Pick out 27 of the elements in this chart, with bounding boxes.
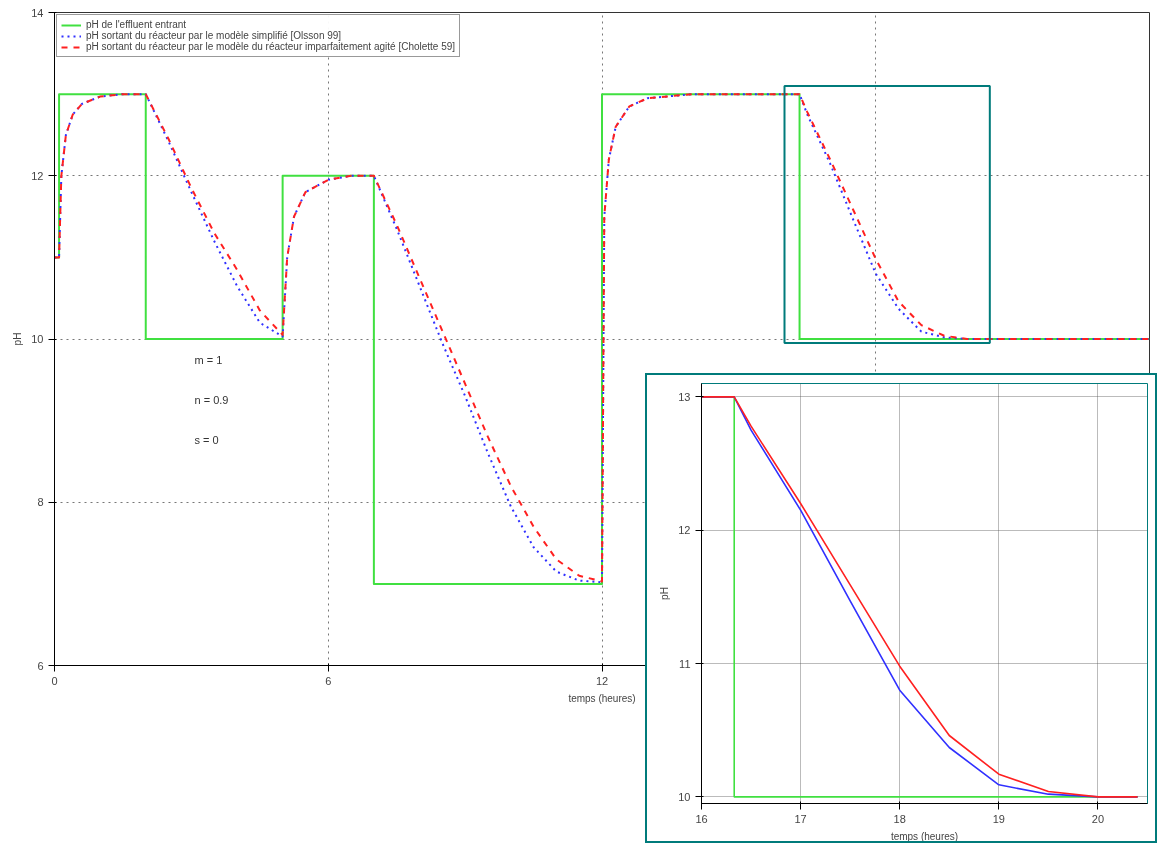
y-tick-label: 10 [31, 333, 44, 345]
x-tick-label: 19 [992, 812, 1005, 825]
legend-label: pH de l'effluent entrant [86, 19, 187, 30]
y-tick-label: 10 [678, 790, 691, 803]
annotation: m = 1 [194, 353, 223, 366]
y-tick-label: 14 [31, 6, 44, 19]
y-axis-title: pH [12, 332, 24, 346]
x-axis-title: temps (heures) [568, 692, 636, 704]
annotation: n = 0.9 [194, 393, 229, 406]
y-tick-label: 6 [37, 659, 44, 672]
x-tick-label: 17 [794, 812, 807, 825]
y-tick-label: 12 [678, 524, 691, 537]
y-tick-label: 11 [679, 657, 691, 670]
x-tick-label: 16 [695, 812, 708, 825]
x-tick-label: 0 [51, 674, 58, 687]
y-tick-label: 8 [37, 496, 44, 509]
y-tick-label: 12 [31, 169, 44, 182]
x-tick-label: 6 [325, 674, 332, 687]
x-tick-label: 20 [1091, 812, 1105, 825]
x-tick-label: 12 [595, 674, 609, 687]
x-tick-label: 18 [893, 812, 906, 825]
y-axis-title: pH [659, 587, 671, 600]
legend-label: pH sortant du réacteur par le modèle du réacteur imparfaitement agité [Cholette 59] [86, 41, 456, 52]
x-axis-title: temps (heures) [890, 830, 959, 842]
legend-label: pH sortant du réacteur par le modèle simplifié [Olsson 99] [86, 30, 342, 41]
y-tick-label: 13 [678, 390, 691, 403]
annotation: s = 0 [194, 433, 219, 446]
